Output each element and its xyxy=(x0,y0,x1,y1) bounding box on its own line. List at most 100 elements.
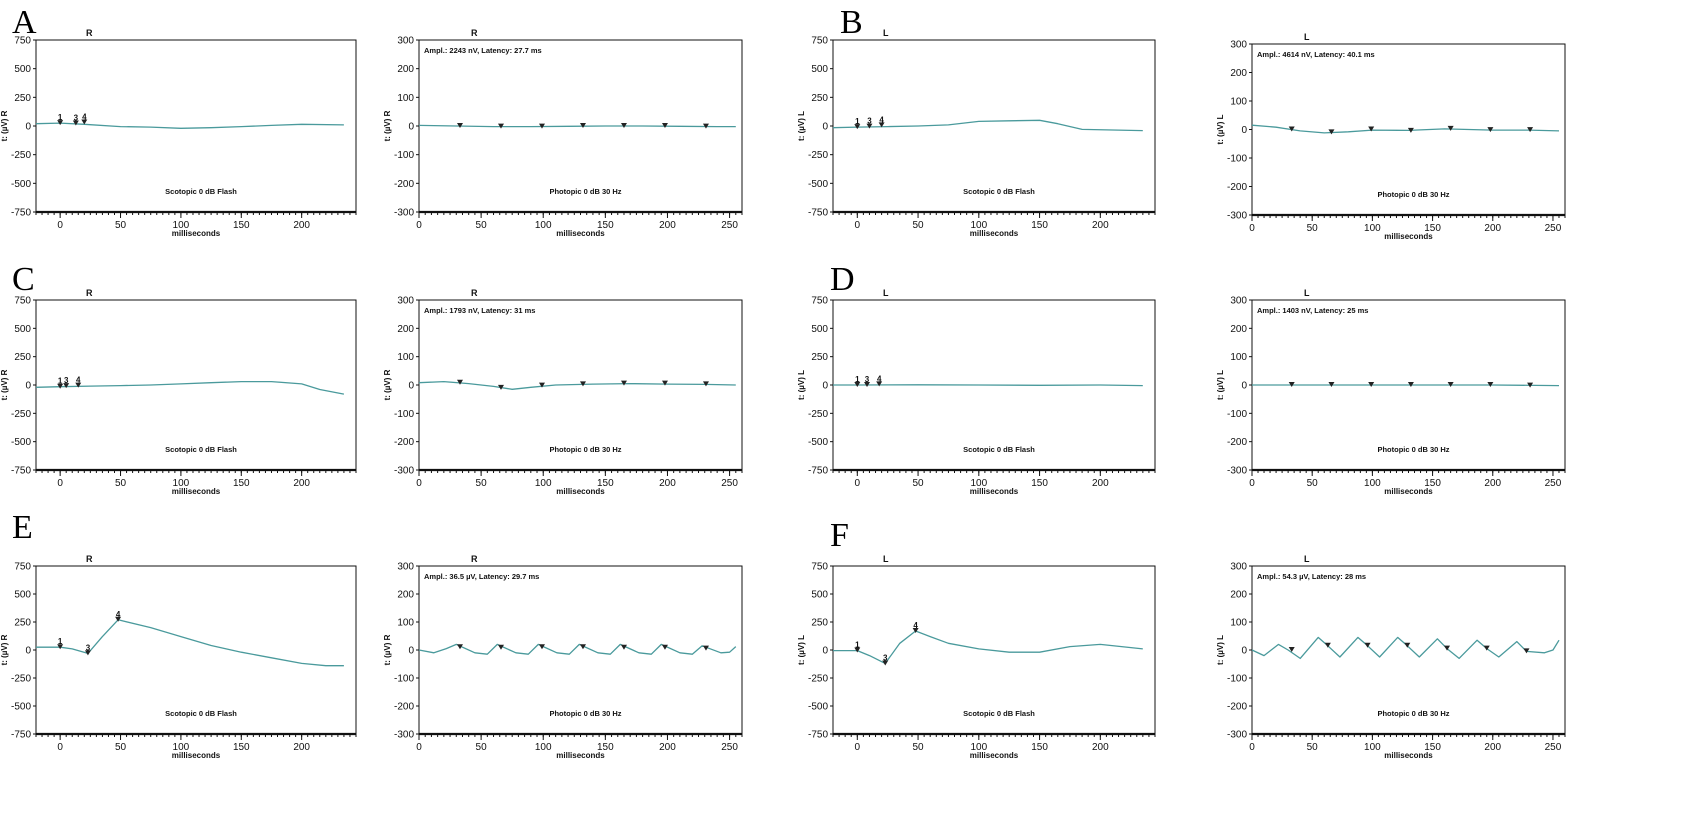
x-tick-label: 0 xyxy=(416,220,422,231)
eye-label: R xyxy=(471,28,478,38)
peak-marker xyxy=(864,382,871,387)
x-tick-label: 100 xyxy=(970,220,987,231)
panel-letters-layer: A B C D E F xyxy=(12,4,863,554)
chart-b-photopic: 0 50 100 150 200 250 300 200 100 0 -100 -200 -300 mil… xyxy=(1216,32,1566,241)
y-tick-label: 0 xyxy=(822,122,828,133)
x-tick-label: 200 xyxy=(659,220,676,231)
x-tick-label: 100 xyxy=(173,742,190,753)
peak-marker xyxy=(1447,125,1454,131)
condition-label: Photopic 0 dB 30 Hz xyxy=(1377,709,1449,718)
amplitude-latency-label: Ampl.: 1793 nV, Latency: 31 ms xyxy=(424,306,535,315)
x-tick-label: 0 xyxy=(57,478,63,489)
peak-marker xyxy=(63,383,70,389)
peak-marker xyxy=(84,650,91,656)
y-tick-label: 250 xyxy=(14,618,31,629)
y-tick-label: 0 xyxy=(408,381,414,392)
y-tick-label: -250 xyxy=(808,150,828,161)
peak-marker xyxy=(57,383,64,389)
x-tick-label: 250 xyxy=(1545,223,1562,234)
peak-marker xyxy=(854,382,861,387)
peak-marker xyxy=(115,616,122,622)
y-tick-label: 300 xyxy=(1230,296,1247,307)
peak-marker xyxy=(661,380,668,386)
y-tick-label: 200 xyxy=(1230,590,1247,601)
peak-marker xyxy=(57,644,64,650)
y-tick-label: 250 xyxy=(811,93,828,104)
peak-marker-label: 1 xyxy=(855,117,860,126)
y-axis-label: t: (µV) R xyxy=(0,634,9,665)
y-tick-label: -750 xyxy=(808,730,828,741)
peak-marker xyxy=(497,384,504,390)
y-tick-label: -200 xyxy=(1227,182,1247,193)
x-axis-label: milliseconds xyxy=(970,751,1019,760)
x-axis-label: milliseconds xyxy=(172,487,221,496)
condition-label: Photopic 0 dB 30 Hz xyxy=(549,709,621,718)
y-tick-label: 100 xyxy=(1230,618,1247,629)
x-tick-label: 0 xyxy=(1249,478,1255,489)
peak-marker xyxy=(876,381,883,387)
condition-label: Photopic 0 dB 30 Hz xyxy=(549,445,621,454)
y-tick-label: 0 xyxy=(25,646,31,657)
x-minor-ticks xyxy=(832,212,1156,215)
y-tick-label: 200 xyxy=(397,64,414,75)
x-tick-label: 150 xyxy=(1031,742,1048,753)
x-tick-label: 200 xyxy=(293,742,310,753)
y-tick-label: -100 xyxy=(394,674,414,685)
eye-label: L xyxy=(1304,32,1310,42)
y-axis-label: t: (µV) R xyxy=(383,369,392,400)
amplitude-latency-label: Ampl.: 1403 nV, Latency: 25 ms xyxy=(1257,306,1368,315)
amplitude-latency-label: Ampl.: 2243 nV, Latency: 27.7 ms xyxy=(424,46,542,55)
y-tick-label: 100 xyxy=(397,352,414,363)
y-axis-label: t: (µV) L xyxy=(1216,635,1225,665)
peak-marker-label: 3 xyxy=(64,376,69,385)
peak-marker-label: 1 xyxy=(855,641,860,650)
x-tick-label: 50 xyxy=(1307,742,1319,753)
peak-marker xyxy=(854,647,861,653)
y-axis-label: t: (µV) L xyxy=(1216,370,1225,400)
x-tick-label: 200 xyxy=(1484,742,1501,753)
eye-label: L xyxy=(1304,288,1310,298)
panels-layer: 0 50 100 150 2007505002500-250-500-750millis… xyxy=(0,28,1566,760)
peak-marker-label: 3 xyxy=(867,117,872,126)
y-tick-label: 300 xyxy=(397,562,414,573)
x-tick-label: 150 xyxy=(233,742,250,753)
condition-label: Photopic 0 dB 30 Hz xyxy=(1377,445,1449,454)
y-tick-label: 750 xyxy=(811,296,828,307)
peak-marker xyxy=(1407,127,1414,133)
peak-marker xyxy=(702,123,709,129)
y-tick-label: -500 xyxy=(808,437,828,448)
y-tick-label: -750 xyxy=(11,208,31,219)
y-tick-label: -500 xyxy=(11,437,31,448)
peak-marker xyxy=(1487,127,1494,133)
x-tick-label: 200 xyxy=(1484,478,1501,489)
y-tick-label: 750 xyxy=(14,562,31,573)
y-tick-label: 750 xyxy=(811,36,828,47)
x-tick-label: 200 xyxy=(293,478,310,489)
x-axis-label: milliseconds xyxy=(556,751,605,760)
x-tick-label: 250 xyxy=(1545,478,1562,489)
x-tick-label: 0 xyxy=(1249,223,1255,234)
y-tick-label: 500 xyxy=(811,590,828,601)
x-tick-label: 150 xyxy=(1031,478,1048,489)
x-tick-label: 0 xyxy=(855,742,861,753)
x-minor-ticks xyxy=(832,470,1156,473)
x-tick-label: 200 xyxy=(659,742,676,753)
eye-label: R xyxy=(86,28,93,38)
condition-label: Scotopic 0 dB Flash xyxy=(165,709,237,718)
x-tick-label: 100 xyxy=(535,220,552,231)
y-tick-label: -500 xyxy=(11,702,31,713)
peak-marker xyxy=(1288,382,1295,387)
erg-trace xyxy=(418,643,737,655)
x-tick-label: 250 xyxy=(721,742,738,753)
eye-label: L xyxy=(883,288,889,298)
y-tick-label: 100 xyxy=(397,618,414,629)
y-tick-label: -200 xyxy=(394,437,414,448)
chart-b-scotopic: 0 50 100 150 200 750 500 250 0 -250 -500 -750 millis… xyxy=(797,28,1156,238)
y-tick-label: -300 xyxy=(1227,466,1247,477)
x-tick-label: 100 xyxy=(1364,223,1381,234)
y-axis-label: t: (µV) L xyxy=(1216,114,1225,144)
y-tick-label: 100 xyxy=(397,93,414,104)
peak-marker xyxy=(579,123,586,128)
peak-marker xyxy=(1523,648,1530,654)
